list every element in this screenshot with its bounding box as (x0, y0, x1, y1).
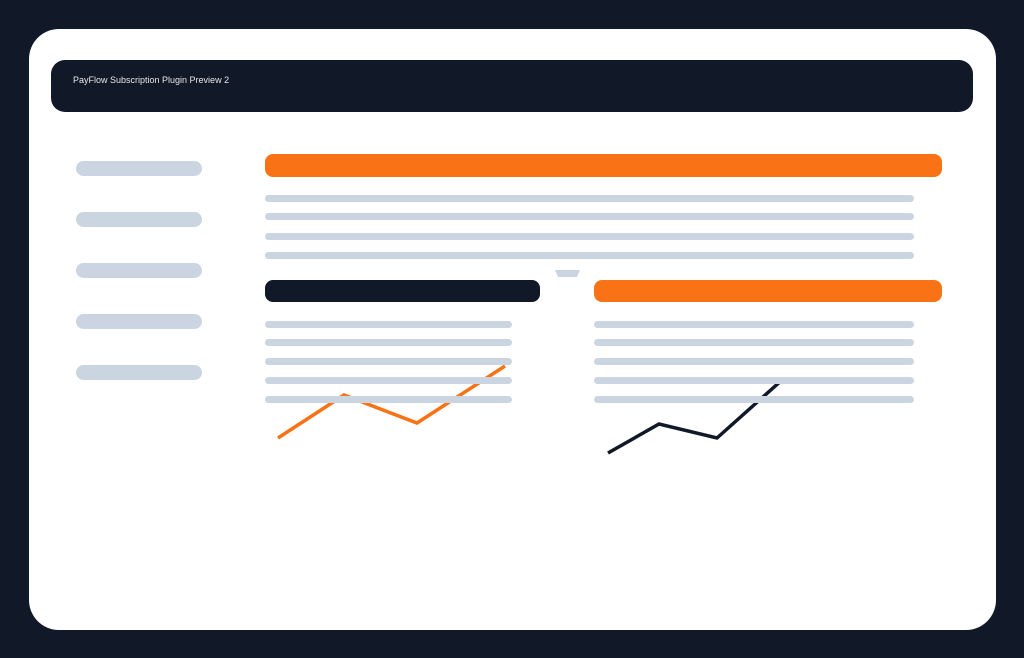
app-card (29, 29, 996, 630)
trend-line-orange-icon (277, 364, 506, 440)
text-line (265, 321, 512, 328)
trend-line-dark-icon (607, 378, 784, 455)
app-title: PayFlow Subscription Plugin Preview 2 (73, 75, 230, 85)
sidebar-item-4[interactable] (76, 314, 202, 329)
text-line (265, 195, 914, 202)
sidebar-item-1[interactable] (76, 161, 202, 176)
divider-notch-icon (555, 270, 580, 277)
text-line (265, 396, 512, 403)
sidebar-item-3[interactable] (76, 263, 202, 278)
text-line (265, 339, 512, 346)
text-line (265, 213, 914, 220)
text-line (265, 358, 512, 365)
left-card-heading-bar (265, 280, 540, 302)
text-line (265, 377, 512, 384)
main-heading-bar (265, 154, 942, 177)
header-bar (51, 60, 973, 112)
sidebar-item-5[interactable] (76, 365, 202, 380)
text-line (594, 321, 914, 328)
text-line (265, 233, 914, 240)
text-line (265, 252, 914, 259)
sidebar-item-2[interactable] (76, 212, 202, 227)
text-line (594, 358, 914, 365)
text-line (594, 377, 914, 384)
text-line (594, 396, 914, 403)
text-line (594, 339, 914, 346)
right-card-heading-bar (594, 280, 942, 302)
